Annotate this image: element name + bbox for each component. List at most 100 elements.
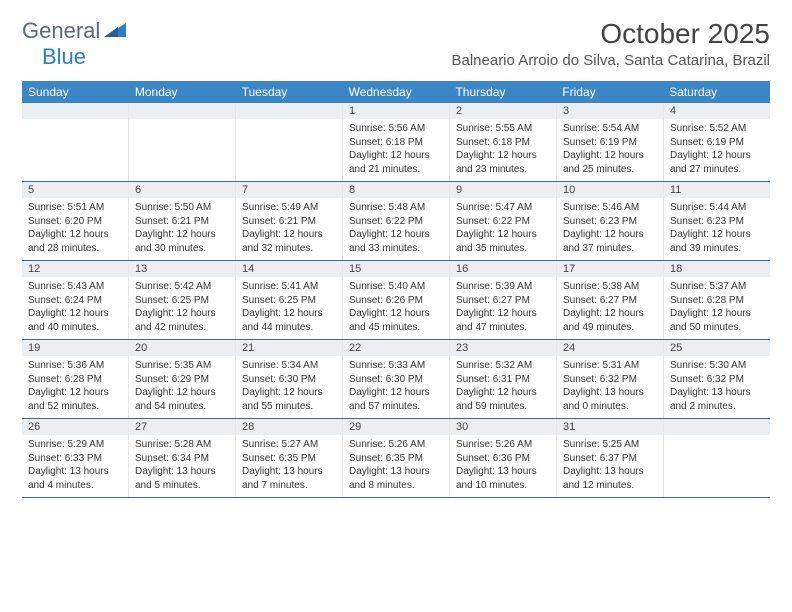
- day-number: 8: [343, 182, 449, 198]
- day-cell: [236, 103, 343, 181]
- day-details: Sunrise: 5:37 AMSunset: 6:28 PMDaylight:…: [664, 277, 770, 338]
- logo: General: [22, 18, 128, 44]
- sunrise-text: Sunrise: 5:48 AM: [349, 201, 443, 215]
- sunrise-text: Sunrise: 5:31 AM: [563, 359, 657, 373]
- sunrise-text: Sunrise: 5:56 AM: [349, 122, 443, 136]
- sunrise-text: Sunrise: 5:54 AM: [563, 122, 657, 136]
- day-cell: 16Sunrise: 5:39 AMSunset: 6:27 PMDayligh…: [450, 261, 557, 339]
- day-details: Sunrise: 5:55 AMSunset: 6:18 PMDaylight:…: [450, 119, 556, 180]
- week-row: 19Sunrise: 5:36 AMSunset: 6:28 PMDayligh…: [22, 340, 770, 419]
- day-number: 18: [664, 261, 770, 277]
- sunrise-text: Sunrise: 5:37 AM: [670, 280, 764, 294]
- daylight-text-1: Daylight: 12 hours: [135, 228, 229, 242]
- day-number: 27: [129, 419, 235, 435]
- day-details: Sunrise: 5:46 AMSunset: 6:23 PMDaylight:…: [557, 198, 663, 259]
- day-cell: 26Sunrise: 5:29 AMSunset: 6:33 PMDayligh…: [22, 419, 129, 497]
- day-number: 11: [664, 182, 770, 198]
- daylight-text-2: and 27 minutes.: [670, 163, 764, 177]
- day-details: Sunrise: 5:42 AMSunset: 6:25 PMDaylight:…: [129, 277, 235, 338]
- daylight-text-1: Daylight: 12 hours: [456, 228, 550, 242]
- day-cell: 28Sunrise: 5:27 AMSunset: 6:35 PMDayligh…: [236, 419, 343, 497]
- day-cell: 12Sunrise: 5:43 AMSunset: 6:24 PMDayligh…: [22, 261, 129, 339]
- sunrise-text: Sunrise: 5:43 AM: [28, 280, 122, 294]
- day-details: Sunrise: 5:30 AMSunset: 6:32 PMDaylight:…: [664, 356, 770, 417]
- day-details: Sunrise: 5:33 AMSunset: 6:30 PMDaylight:…: [343, 356, 449, 417]
- day-cell: 22Sunrise: 5:33 AMSunset: 6:30 PMDayligh…: [343, 340, 450, 418]
- day-cell: [664, 419, 770, 497]
- day-details: Sunrise: 5:50 AMSunset: 6:21 PMDaylight:…: [129, 198, 235, 259]
- daylight-text-2: and 33 minutes.: [349, 242, 443, 256]
- day-number: 17: [557, 261, 663, 277]
- daylight-text-2: and 40 minutes.: [28, 321, 122, 335]
- day-details: Sunrise: 5:41 AMSunset: 6:25 PMDaylight:…: [236, 277, 342, 338]
- day-cell: 27Sunrise: 5:28 AMSunset: 6:34 PMDayligh…: [129, 419, 236, 497]
- day-number: 23: [450, 340, 556, 356]
- sunset-text: Sunset: 6:28 PM: [28, 373, 122, 387]
- sunset-text: Sunset: 6:29 PM: [135, 373, 229, 387]
- daylight-text-2: and 28 minutes.: [28, 242, 122, 256]
- day-cell: 15Sunrise: 5:40 AMSunset: 6:26 PMDayligh…: [343, 261, 450, 339]
- sunset-text: Sunset: 6:26 PM: [349, 294, 443, 308]
- daylight-text-1: Daylight: 12 hours: [456, 149, 550, 163]
- daylight-text-2: and 23 minutes.: [456, 163, 550, 177]
- day-details: Sunrise: 5:27 AMSunset: 6:35 PMDaylight:…: [236, 435, 342, 496]
- day-number: 26: [22, 419, 128, 435]
- daylight-text-1: Daylight: 13 hours: [456, 465, 550, 479]
- day-details: Sunrise: 5:39 AMSunset: 6:27 PMDaylight:…: [450, 277, 556, 338]
- daylight-text-1: Daylight: 12 hours: [349, 307, 443, 321]
- day-cell: 3Sunrise: 5:54 AMSunset: 6:19 PMDaylight…: [557, 103, 664, 181]
- day-cell: 2Sunrise: 5:55 AMSunset: 6:18 PMDaylight…: [450, 103, 557, 181]
- sunset-text: Sunset: 6:22 PM: [456, 215, 550, 229]
- day-cell: 20Sunrise: 5:35 AMSunset: 6:29 PMDayligh…: [129, 340, 236, 418]
- daylight-text-1: Daylight: 12 hours: [242, 386, 336, 400]
- sunrise-text: Sunrise: 5:35 AM: [135, 359, 229, 373]
- day-number: 21: [236, 340, 342, 356]
- daylight-text-1: Daylight: 12 hours: [563, 149, 657, 163]
- day-details: Sunrise: 5:26 AMSunset: 6:35 PMDaylight:…: [343, 435, 449, 496]
- day-details: Sunrise: 5:48 AMSunset: 6:22 PMDaylight:…: [343, 198, 449, 259]
- day-cell: 10Sunrise: 5:46 AMSunset: 6:23 PMDayligh…: [557, 182, 664, 260]
- month-title: October 2025: [451, 18, 770, 50]
- day-details: Sunrise: 5:51 AMSunset: 6:20 PMDaylight:…: [22, 198, 128, 259]
- day-cell: 21Sunrise: 5:34 AMSunset: 6:30 PMDayligh…: [236, 340, 343, 418]
- sunset-text: Sunset: 6:33 PM: [28, 452, 122, 466]
- day-number: 10: [557, 182, 663, 198]
- sunset-text: Sunset: 6:18 PM: [456, 136, 550, 150]
- day-details: Sunrise: 5:25 AMSunset: 6:37 PMDaylight:…: [557, 435, 663, 496]
- daylight-text-2: and 21 minutes.: [349, 163, 443, 177]
- daylight-text-2: and 4 minutes.: [28, 479, 122, 493]
- daylight-text-2: and 50 minutes.: [670, 321, 764, 335]
- daylight-text-2: and 44 minutes.: [242, 321, 336, 335]
- week-row: 12Sunrise: 5:43 AMSunset: 6:24 PMDayligh…: [22, 261, 770, 340]
- daylight-text-1: Daylight: 12 hours: [563, 307, 657, 321]
- sunset-text: Sunset: 6:28 PM: [670, 294, 764, 308]
- sunrise-text: Sunrise: 5:44 AM: [670, 201, 764, 215]
- day-cell: 31Sunrise: 5:25 AMSunset: 6:37 PMDayligh…: [557, 419, 664, 497]
- day-header-friday: Friday: [556, 81, 663, 103]
- day-details: Sunrise: 5:49 AMSunset: 6:21 PMDaylight:…: [236, 198, 342, 259]
- sunrise-text: Sunrise: 5:40 AM: [349, 280, 443, 294]
- weeks-container: 1Sunrise: 5:56 AMSunset: 6:18 PMDaylight…: [22, 103, 770, 498]
- daylight-text-2: and 30 minutes.: [135, 242, 229, 256]
- day-details: Sunrise: 5:56 AMSunset: 6:18 PMDaylight:…: [343, 119, 449, 180]
- day-details: Sunrise: 5:28 AMSunset: 6:34 PMDaylight:…: [129, 435, 235, 496]
- day-number: [236, 103, 342, 119]
- day-details: Sunrise: 5:40 AMSunset: 6:26 PMDaylight:…: [343, 277, 449, 338]
- daylight-text-1: Daylight: 13 hours: [563, 386, 657, 400]
- daylight-text-1: Daylight: 13 hours: [135, 465, 229, 479]
- daylight-text-2: and 45 minutes.: [349, 321, 443, 335]
- day-cell: 18Sunrise: 5:37 AMSunset: 6:28 PMDayligh…: [664, 261, 770, 339]
- day-number: 5: [22, 182, 128, 198]
- daylight-text-1: Daylight: 12 hours: [28, 307, 122, 321]
- day-cell: 9Sunrise: 5:47 AMSunset: 6:22 PMDaylight…: [450, 182, 557, 260]
- day-details: Sunrise: 5:52 AMSunset: 6:19 PMDaylight:…: [664, 119, 770, 180]
- day-number: 19: [22, 340, 128, 356]
- day-cell: 1Sunrise: 5:56 AMSunset: 6:18 PMDaylight…: [343, 103, 450, 181]
- day-cell: 19Sunrise: 5:36 AMSunset: 6:28 PMDayligh…: [22, 340, 129, 418]
- daylight-text-1: Daylight: 12 hours: [28, 386, 122, 400]
- sunset-text: Sunset: 6:31 PM: [456, 373, 550, 387]
- daylight-text-2: and 55 minutes.: [242, 400, 336, 414]
- day-number: 24: [557, 340, 663, 356]
- daylight-text-2: and 52 minutes.: [28, 400, 122, 414]
- page-header: General October 2025 Balneario Arroio do…: [0, 0, 792, 73]
